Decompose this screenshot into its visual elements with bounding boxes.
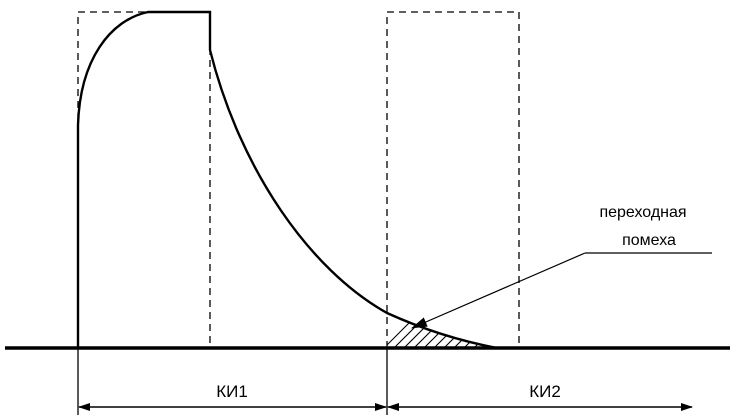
interval-ki2-label: КИ2 — [529, 382, 561, 401]
interval-ki1-label: КИ1 — [216, 382, 248, 401]
annotation-pointer-arrow — [411, 252, 586, 329]
real-pulse-curve — [76, 10, 498, 350]
ideal-pulse-1 — [77, 11, 211, 348]
annotation-text-line2: помеха — [622, 232, 676, 249]
annotation-text-line1: переходная — [599, 204, 686, 221]
ideal-pulse-2 — [386, 11, 520, 348]
